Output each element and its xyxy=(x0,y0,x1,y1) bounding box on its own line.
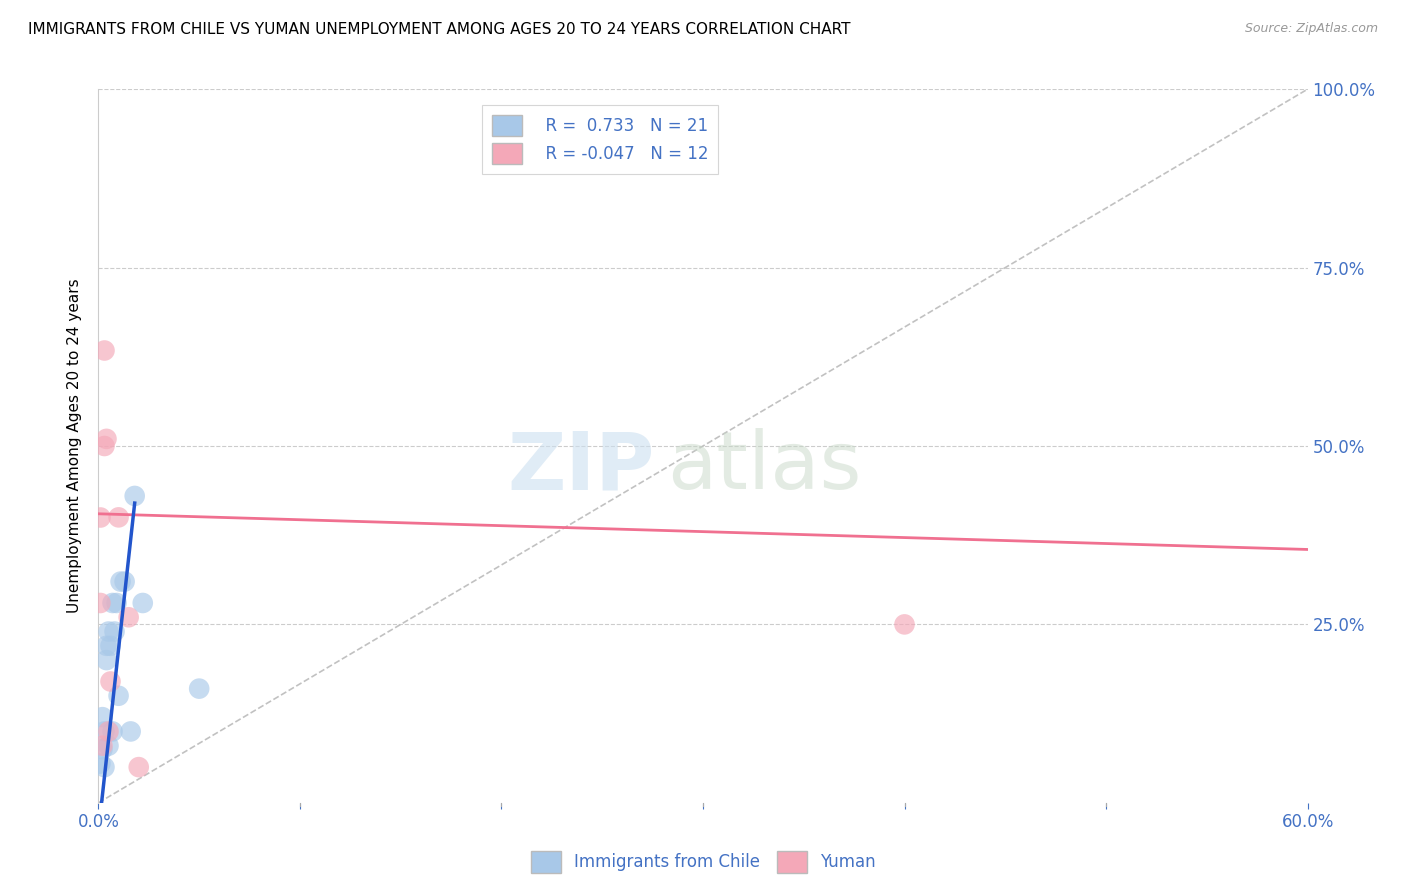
Point xyxy=(101,724,124,739)
Point xyxy=(93,343,115,357)
Point xyxy=(107,510,129,524)
Point xyxy=(101,596,124,610)
Point xyxy=(97,724,120,739)
Text: ZIP: ZIP xyxy=(508,428,655,507)
Point xyxy=(97,624,120,639)
Point xyxy=(97,739,120,753)
Text: IMMIGRANTS FROM CHILE VS YUMAN UNEMPLOYMENT AMONG AGES 20 TO 24 YEARS CORRELATIO: IMMIGRANTS FROM CHILE VS YUMAN UNEMPLOYM… xyxy=(28,22,851,37)
Y-axis label: Unemployment Among Ages 20 to 24 years: Unemployment Among Ages 20 to 24 years xyxy=(67,278,83,614)
Point xyxy=(107,689,129,703)
Point xyxy=(188,681,211,696)
Point xyxy=(100,674,122,689)
Point xyxy=(114,574,136,589)
Point xyxy=(118,610,141,624)
Point xyxy=(110,574,132,589)
Point xyxy=(91,739,114,753)
Point xyxy=(91,742,114,756)
Point xyxy=(132,596,155,610)
Point xyxy=(105,596,128,610)
Legend:   R =  0.733   N = 21,   R = -0.047   N = 12: R = 0.733 N = 21, R = -0.047 N = 12 xyxy=(482,104,718,174)
Point xyxy=(93,724,115,739)
Point xyxy=(89,510,111,524)
Point xyxy=(103,624,125,639)
Point xyxy=(124,489,146,503)
Text: Source: ZipAtlas.com: Source: ZipAtlas.com xyxy=(1244,22,1378,36)
Point xyxy=(96,432,118,446)
Point xyxy=(96,653,118,667)
Point xyxy=(89,596,111,610)
Point xyxy=(120,724,142,739)
Point xyxy=(100,639,122,653)
Point xyxy=(96,639,118,653)
Point xyxy=(93,760,115,774)
Point xyxy=(128,760,150,774)
Text: atlas: atlas xyxy=(666,428,860,507)
Point xyxy=(91,710,114,724)
Point xyxy=(89,756,111,771)
Legend: Immigrants from Chile, Yuman: Immigrants from Chile, Yuman xyxy=(524,845,882,880)
Point xyxy=(93,439,115,453)
Point xyxy=(893,617,915,632)
